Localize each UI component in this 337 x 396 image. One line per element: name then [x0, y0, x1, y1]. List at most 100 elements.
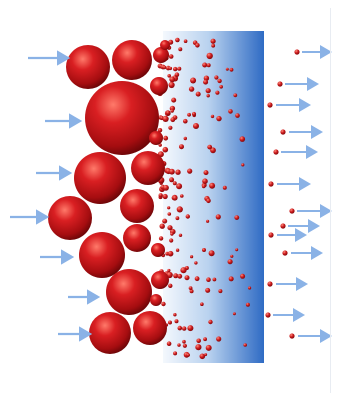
small-particle: [203, 75, 210, 81]
large-particle: [123, 224, 151, 252]
small-particle: [265, 312, 271, 318]
small-particle: [168, 81, 175, 89]
small-particle: [161, 301, 166, 307]
small-particle: [167, 212, 172, 216]
inflow-arrows: [10, 50, 101, 342]
small-particle: [204, 353, 208, 357]
small-particle: [206, 198, 211, 204]
small-particle: [294, 49, 300, 55]
small-particle: [173, 66, 178, 72]
small-particle: [245, 302, 250, 307]
small-particle: [175, 216, 180, 221]
small-particle: [165, 110, 171, 116]
small-particle: [203, 79, 209, 85]
small-particle: [169, 168, 175, 175]
small-particle: [228, 109, 233, 114]
small-particle: [168, 320, 172, 325]
small-particle: [196, 338, 201, 344]
small-particle: [180, 194, 184, 198]
small-particle: [234, 215, 240, 221]
small-particle: [170, 109, 174, 113]
small-particle: [188, 286, 193, 290]
small-particle: [210, 147, 216, 154]
small-particle: [175, 169, 181, 175]
small-particle: [205, 287, 211, 293]
small-particle: [280, 223, 286, 229]
small-particle: [158, 236, 164, 241]
small-particle: [219, 85, 223, 89]
small-particle: [207, 144, 213, 150]
small-particle: [173, 313, 177, 317]
small-particle: [216, 115, 222, 122]
small-particle: [228, 276, 234, 282]
small-particle: [200, 302, 204, 307]
small-particle: [187, 325, 194, 332]
small-particle: [162, 193, 168, 200]
small-particle: [169, 238, 174, 243]
small-particle: [267, 102, 273, 108]
small-particle: [167, 206, 171, 210]
small-particle: [162, 218, 168, 224]
small-particle: [170, 117, 176, 123]
small-particle: [173, 273, 179, 279]
small-particle: [187, 168, 193, 174]
large-particle: [66, 45, 110, 89]
small-particle: [168, 54, 174, 59]
small-particle: [193, 123, 199, 129]
small-particle: [215, 90, 220, 95]
small-particle: [216, 336, 222, 342]
small-particle: [168, 125, 173, 130]
small-particle: [182, 343, 187, 348]
small-particle: [248, 286, 252, 290]
small-particle: [202, 62, 208, 68]
small-particle: [195, 43, 200, 48]
small-particle: [232, 312, 236, 316]
small-particle: [267, 281, 273, 287]
small-particle: [206, 219, 210, 223]
large-particle: [74, 152, 126, 204]
large-particle: [150, 294, 162, 306]
large-particle: [106, 269, 152, 315]
small-particle: [182, 339, 186, 344]
small-particle: [162, 146, 169, 153]
small-particle: [186, 353, 190, 357]
small-particle: [190, 255, 194, 259]
small-particle: [209, 182, 216, 189]
small-particle: [240, 273, 246, 279]
small-particle: [206, 63, 211, 68]
small-particle: [167, 250, 174, 257]
small-particle: [239, 136, 246, 142]
small-particle: [195, 91, 201, 97]
large-particle: [79, 232, 125, 278]
small-particle: [205, 344, 212, 351]
small-particle: [170, 232, 174, 236]
small-particle: [202, 178, 208, 184]
small-particle: [162, 115, 169, 122]
small-particle: [184, 275, 190, 281]
small-particle: [289, 333, 295, 339]
small-particle: [179, 144, 184, 150]
small-particle: [194, 261, 198, 265]
small-particle: [212, 277, 217, 282]
large-particle: [131, 151, 165, 185]
small-particle: [159, 223, 165, 229]
small-particle: [206, 277, 211, 283]
small-particle: [229, 67, 234, 72]
small-particle: [206, 52, 213, 60]
small-particle: [167, 268, 171, 273]
small-particle: [206, 94, 210, 98]
small-particle: [191, 111, 197, 117]
small-particle: [241, 163, 245, 167]
small-particle: [222, 185, 227, 190]
small-particle: [178, 233, 183, 237]
small-particle: [214, 75, 219, 80]
small-particle: [183, 118, 188, 124]
small-particle: [199, 353, 206, 360]
small-particle: [215, 214, 221, 220]
large-particle: [160, 40, 170, 50]
large-particle: [89, 312, 131, 354]
small-particle: [227, 259, 233, 265]
large-particle: [151, 243, 165, 257]
small-particle: [210, 38, 216, 44]
small-particles-group: [157, 37, 300, 360]
